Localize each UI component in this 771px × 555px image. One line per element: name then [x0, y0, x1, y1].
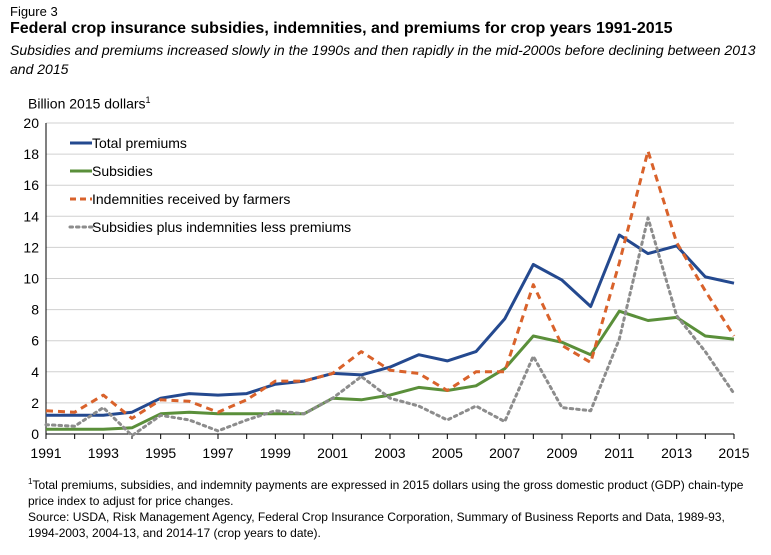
y-tick-label-10: 10: [23, 271, 39, 287]
y-tick-label-12: 12: [23, 239, 39, 255]
series-line-1: [46, 233, 735, 417]
y-tick-label-4: 4: [31, 364, 39, 380]
x-tick-label-2011: 2011: [604, 445, 634, 461]
notes: 1Total premiums, subsidies, and indemnit…: [28, 474, 758, 541]
series-line-3: [45, 149, 736, 420]
x-tick-label-1995: 1995: [145, 445, 176, 461]
x-tick-label-2007: 2007: [489, 445, 520, 461]
legend-label-3: Indemnities received by farmers: [92, 191, 290, 207]
y-tick-label-18: 18: [23, 146, 39, 162]
y-tick-label-16: 16: [23, 177, 39, 193]
y-tick-label-0: 0: [31, 426, 39, 442]
x-tick-label-2013: 2013: [661, 445, 692, 461]
chart-title: Federal crop insurance subsidies, indemn…: [10, 20, 673, 37]
x-tick-label-2009: 2009: [546, 445, 577, 461]
legend-label-2: Subsidies: [92, 163, 153, 179]
x-tick-label-2015: 2015: [718, 445, 749, 461]
axes: [45, 123, 735, 439]
legend-label-1: Total premiums: [92, 135, 187, 151]
y-tick-label-14: 14: [23, 208, 39, 224]
y-tick-label-20: 20: [23, 115, 39, 131]
y-axis-label: Billion 2015 dollars1: [28, 95, 151, 112]
y-axis-label-footnote-mark: 1: [145, 95, 151, 105]
legend: Total premiums Subsidies Indemnities recei…: [68, 135, 351, 235]
line-chart: 0 2 4 6 8 10 12 14 16 18 20 1991 1993 1995 1997 1999 20…: [23, 115, 749, 461]
series-line-4: [44, 216, 736, 438]
series-lines: [44, 149, 736, 438]
chart-subtitle: Subsidies and premiums increased slowly …: [10, 42, 756, 77]
figure-label: Figure 3: [10, 4, 58, 19]
footnote: 1Total premiums, subsidies, and indemnit…: [28, 474, 758, 509]
x-tick-label-1993: 1993: [88, 445, 119, 461]
gridlines: [46, 122, 734, 404]
legend-label-4: Subsidies plus indemnities less premiums: [92, 219, 351, 235]
x-tick-label-2005: 2005: [432, 445, 463, 461]
x-tick-label-1991: 1991: [30, 445, 61, 461]
x-tick-label-2003: 2003: [374, 445, 405, 461]
y-tick-label-2: 2: [31, 395, 39, 411]
footnote-text: Total premiums, subsidies, and indemnity…: [28, 478, 744, 508]
y-tick-label-8: 8: [31, 302, 39, 318]
x-tick-label-1997: 1997: [202, 445, 233, 461]
y-axis-label-text: Billion 2015 dollars: [28, 95, 146, 112]
footnote-mark: 1: [28, 477, 33, 486]
x-tick-label-1999: 1999: [260, 445, 291, 461]
x-tick-labels: 1991 1993 1995 1997 1999 2001 2003 2005 2007 2009…: [30, 445, 749, 461]
x-tick-label-2001: 2001: [317, 445, 348, 461]
source-note: Source: USDA, Risk Management Agency, Fe…: [28, 510, 725, 540]
y-tick-label-6: 6: [31, 333, 39, 349]
series-line-2: [46, 309, 735, 431]
y-tick-labels: 0 2 4 6 8 10 12 14 16 18 20: [23, 115, 39, 442]
